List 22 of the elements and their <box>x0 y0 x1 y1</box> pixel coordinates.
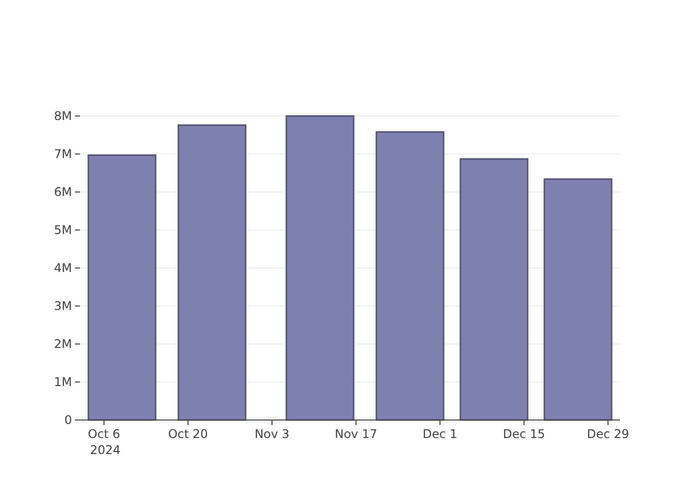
y-tick-label: 4M <box>54 261 72 276</box>
bar <box>460 158 528 421</box>
x-tick-label: Oct 6 2024 <box>88 427 121 457</box>
y-tick-label: 2M <box>54 337 72 352</box>
y-tick-label: 7M <box>54 147 72 162</box>
x-tick-label: Dec 29 <box>586 427 630 442</box>
y-tick-label: 1M <box>54 375 72 390</box>
x-tick-label: Dec 1 <box>422 427 458 442</box>
bar <box>178 124 246 421</box>
y-tick-label: 3M <box>54 299 72 314</box>
y-tick-label: 5M <box>54 223 72 238</box>
x-tick-label: Dec 15 <box>502 427 546 442</box>
bar <box>286 115 354 421</box>
x-tick-label: Nov 3 <box>254 427 290 442</box>
bar <box>544 178 612 421</box>
y-tick-label: 8M <box>54 109 72 124</box>
bar <box>88 154 156 421</box>
bar <box>376 131 444 421</box>
y-tick-label: 6M <box>54 185 72 200</box>
x-tick-label: Nov 17 <box>334 427 378 442</box>
x-tick-label: Oct 20 <box>168 427 208 442</box>
y-tick-label: 0 <box>64 413 72 428</box>
